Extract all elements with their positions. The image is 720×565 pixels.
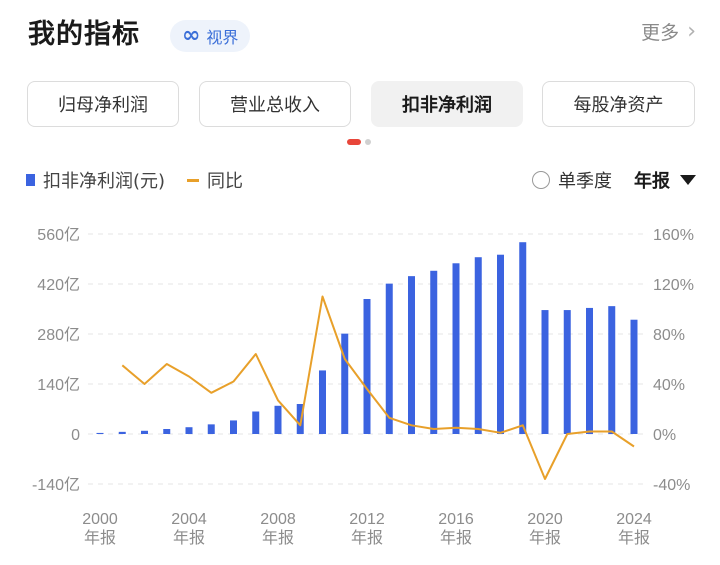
period-select-label[interactable]: 年报 <box>634 171 670 192</box>
bar <box>586 307 593 434</box>
bar <box>185 427 193 434</box>
chart-controls: 单季度 年报 <box>532 166 696 194</box>
x-tick-year: 2012 <box>349 511 385 528</box>
bar-legend-label: 扣非净利润(元) <box>43 171 166 192</box>
bar <box>296 404 304 434</box>
line-legend-label: 同比 <box>207 171 244 192</box>
bar <box>141 430 148 434</box>
x-tick-year: 2020 <box>527 511 563 528</box>
quarter-label[interactable]: 单季度 <box>558 171 612 192</box>
bar <box>452 263 460 434</box>
page-dot-active <box>347 139 361 145</box>
x-tick-period: 年报 <box>173 529 205 547</box>
x-tick-period: 年报 <box>440 529 472 547</box>
tab-label: 营业总收入 <box>230 95 320 116</box>
more-link[interactable]: 更多 › <box>641 18 696 45</box>
page-indicator <box>347 138 371 146</box>
chart-svg: 560亿 160% 420亿 120% 280亿 80% 140亿 40% 0 0% -140亿 -4… <box>32 226 694 547</box>
y-right-tick-label: 120% <box>653 277 694 294</box>
y-left-tick-label: 560亿 <box>37 226 80 244</box>
y-left-tick-label: -140亿 <box>32 476 80 494</box>
bar <box>341 333 349 434</box>
x-tick-year: 2000 <box>82 511 118 528</box>
bar <box>363 299 371 434</box>
bar <box>118 431 126 434</box>
y-right-tick-label: -40% <box>653 477 690 494</box>
x-tick-period: 年报 <box>529 529 561 547</box>
x-tick-period: 年报 <box>262 529 294 547</box>
y-left-tick-label: 0 <box>71 427 80 444</box>
bar <box>230 420 237 434</box>
vision-badge[interactable]: ∞ 视界 <box>170 20 251 52</box>
tab-total-revenue[interactable]: 营业总收入 <box>199 81 351 127</box>
bar <box>497 254 504 434</box>
x-tick-year: 2024 <box>616 511 652 528</box>
bar <box>207 424 215 434</box>
x-tick-year: 2004 <box>171 511 207 528</box>
bar <box>430 270 438 434</box>
x-tick-year: 2008 <box>260 511 296 528</box>
y-right-tick-label: 80% <box>653 327 685 344</box>
y-right-tick-label: 40% <box>653 377 685 394</box>
bar <box>96 432 104 434</box>
metric-tabs: 归母净利润 营业总收入 扣非净利润 每股净资产 <box>27 81 695 129</box>
yoy-line <box>121 295 635 480</box>
x-tick-year: 2016 <box>438 511 474 528</box>
quarter-radio[interactable] <box>532 171 550 189</box>
line-legend-swatch <box>187 178 200 182</box>
y-left-tick-label: 140亿 <box>37 376 80 394</box>
page-title: 我的指标 <box>28 19 140 50</box>
page-dot <box>365 139 371 145</box>
bar <box>163 429 171 434</box>
tab-net-assets-per-share[interactable]: 每股净资产 <box>542 81 695 127</box>
header: 我的指标 ∞ 视界 更多 › <box>0 0 720 66</box>
vision-badge-label: 视界 <box>206 28 239 47</box>
bar <box>385 283 393 434</box>
bar-legend-swatch <box>26 174 35 186</box>
y-left-tick-label: 420亿 <box>37 276 80 294</box>
x-tick-period: 年报 <box>84 529 116 547</box>
bar <box>319 370 326 434</box>
tab-label: 每股净资产 <box>573 95 664 116</box>
tab-label: 归母净利润 <box>58 95 148 116</box>
x-tick-period: 年报 <box>618 529 650 547</box>
bar <box>252 411 260 434</box>
bar <box>541 310 549 434</box>
y-right-tick-label: 0% <box>653 427 676 444</box>
infinity-icon: ∞ <box>182 23 201 48</box>
bar <box>519 242 527 434</box>
bar <box>608 306 616 434</box>
bar <box>630 319 638 434</box>
x-tick-period: 年报 <box>351 529 383 547</box>
tab-label: 扣非净利润 <box>402 95 492 116</box>
bar <box>408 276 415 434</box>
chevron-right-icon: › <box>687 19 696 44</box>
chart-legend: 扣非净利润(元) 同比 <box>26 166 243 194</box>
dropdown-arrow-icon[interactable] <box>680 175 696 185</box>
y-left-tick-label: 280亿 <box>37 326 80 344</box>
bar <box>474 257 482 434</box>
tab-net-profit-parent[interactable]: 归母净利润 <box>27 81 179 127</box>
more-label: 更多 <box>641 22 680 44</box>
tab-non-recurring-net-profit[interactable]: 扣非净利润 <box>371 81 523 127</box>
y-right-tick-label: 160% <box>653 227 694 244</box>
bar <box>563 310 571 434</box>
bar <box>274 405 282 434</box>
